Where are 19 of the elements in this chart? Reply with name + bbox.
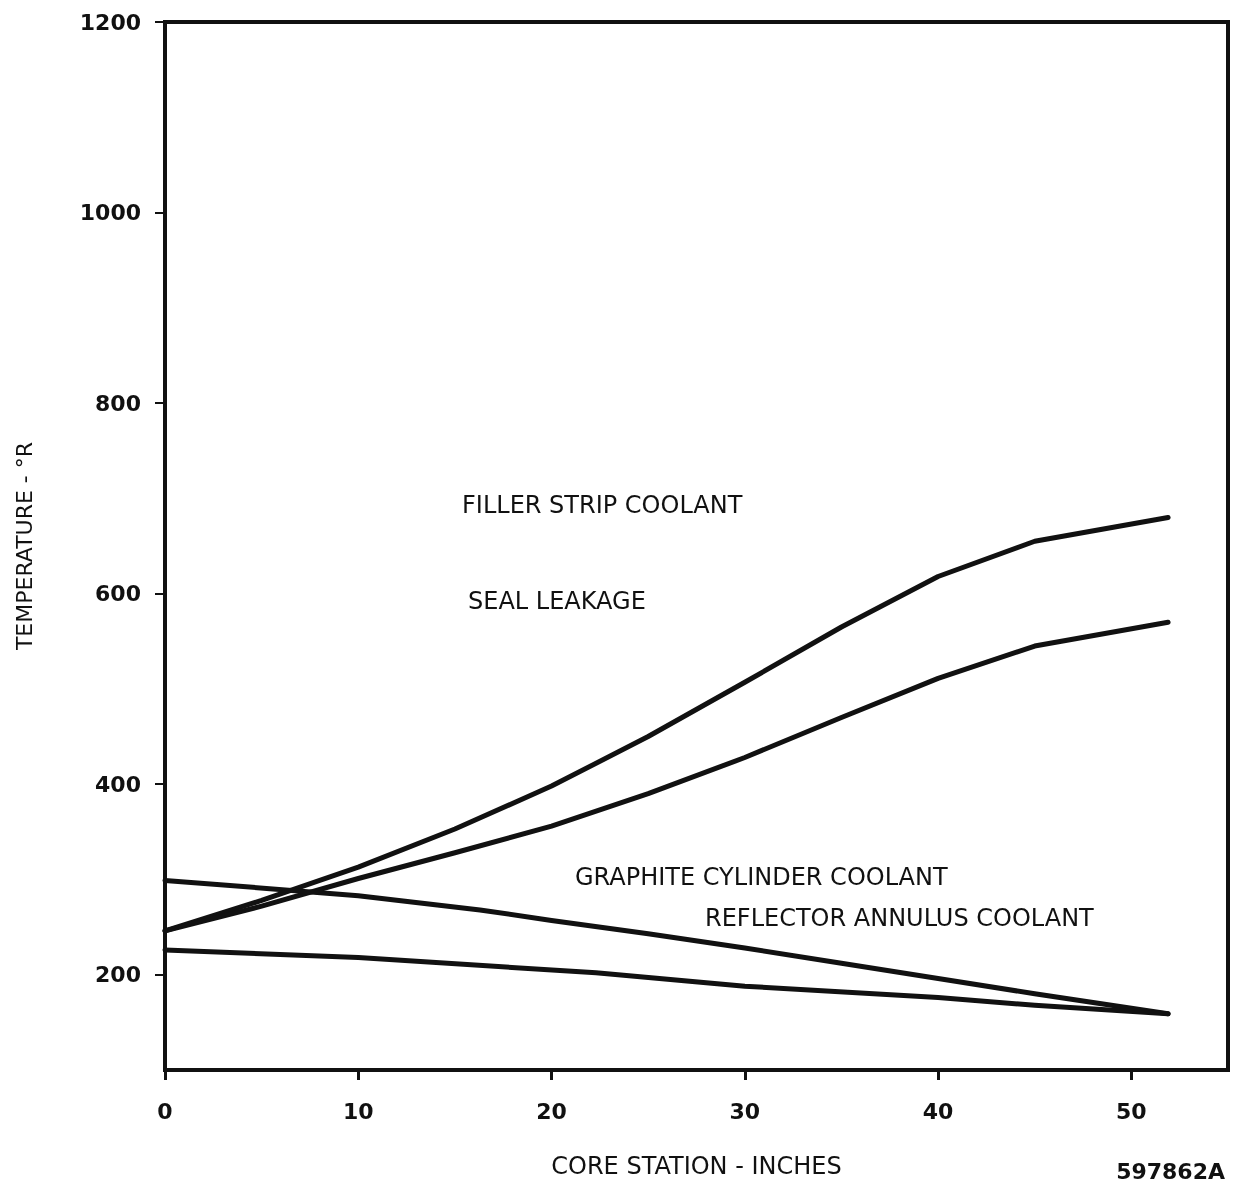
x-tick-label: 0 [157, 1098, 173, 1124]
x-axis-title: CORE STATION - INCHES [551, 1152, 842, 1180]
x-tick-label: 10 [342, 1098, 374, 1124]
y-tick-label: 200 [95, 962, 141, 988]
y-tick-label: 1000 [79, 200, 141, 226]
x-tick-label: 50 [1116, 1098, 1147, 1124]
y-tick-label: 800 [95, 390, 141, 416]
y-tick-label: 600 [95, 581, 141, 607]
x-tick-label: 40 [922, 1098, 954, 1124]
y-tick-label: 1200 [79, 9, 141, 35]
annotation: FILLER STRIP COOLANT [462, 491, 743, 519]
annotation: SEAL LEAKAGE [468, 587, 646, 615]
x-tick-label: 20 [536, 1098, 567, 1124]
y-tick-label: 400 [95, 771, 141, 797]
y-axis-title: TEMPERATURE - °R [11, 441, 37, 652]
annotation: REFLECTOR ANNULUS COOLANT [705, 904, 1095, 932]
text: 597862A [1116, 1158, 1225, 1184]
x-tick-label: 30 [729, 1098, 761, 1124]
annotation: GRAPHITE CYLINDER COOLANT [575, 863, 948, 891]
